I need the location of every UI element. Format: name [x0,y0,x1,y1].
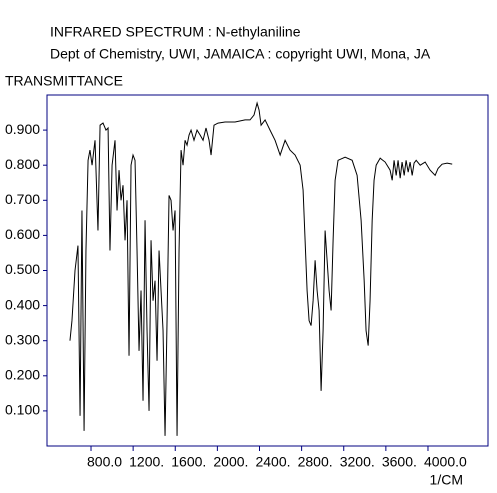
x-tick-label: 3200. [340,454,375,470]
y-tick-label: 0.900 [5,121,40,137]
x-tick-label: 2000. [213,454,248,470]
y-tick-label: 0.300 [5,331,40,347]
x-tick-label: 1600. [171,454,206,470]
spectrum-line [69,101,453,436]
x-tick-label: 3600. [382,454,417,470]
y-tick-label: 0.800 [5,156,40,172]
x-tick-label: 4000.0 [424,454,467,470]
x-tick-label: 2400. [255,454,290,470]
x-tick-label: 2800. [298,454,333,470]
y-tick-label: 0.100 [5,402,40,418]
plot-frame [46,94,489,447]
x-tick-label: 1200. [129,454,164,470]
y-tick-label: 0.500 [5,261,40,277]
chart-subtitle: Dept of Chemistry, UWI, JAMAICA : copyri… [50,46,431,62]
chart-title: INFRARED SPECTRUM : N-ethylaniline [50,24,301,40]
y-tick-label: 0.400 [5,296,40,312]
x-axis-label: 1/CM [430,472,463,488]
y-tick-label: 0.200 [5,367,40,383]
y-tick-label: 0.700 [5,191,40,207]
y-axis-label: TRANSMITTANCE [5,73,123,89]
x-tick-label: 800.0 [87,454,122,470]
y-tick-label: 0.600 [5,226,40,242]
